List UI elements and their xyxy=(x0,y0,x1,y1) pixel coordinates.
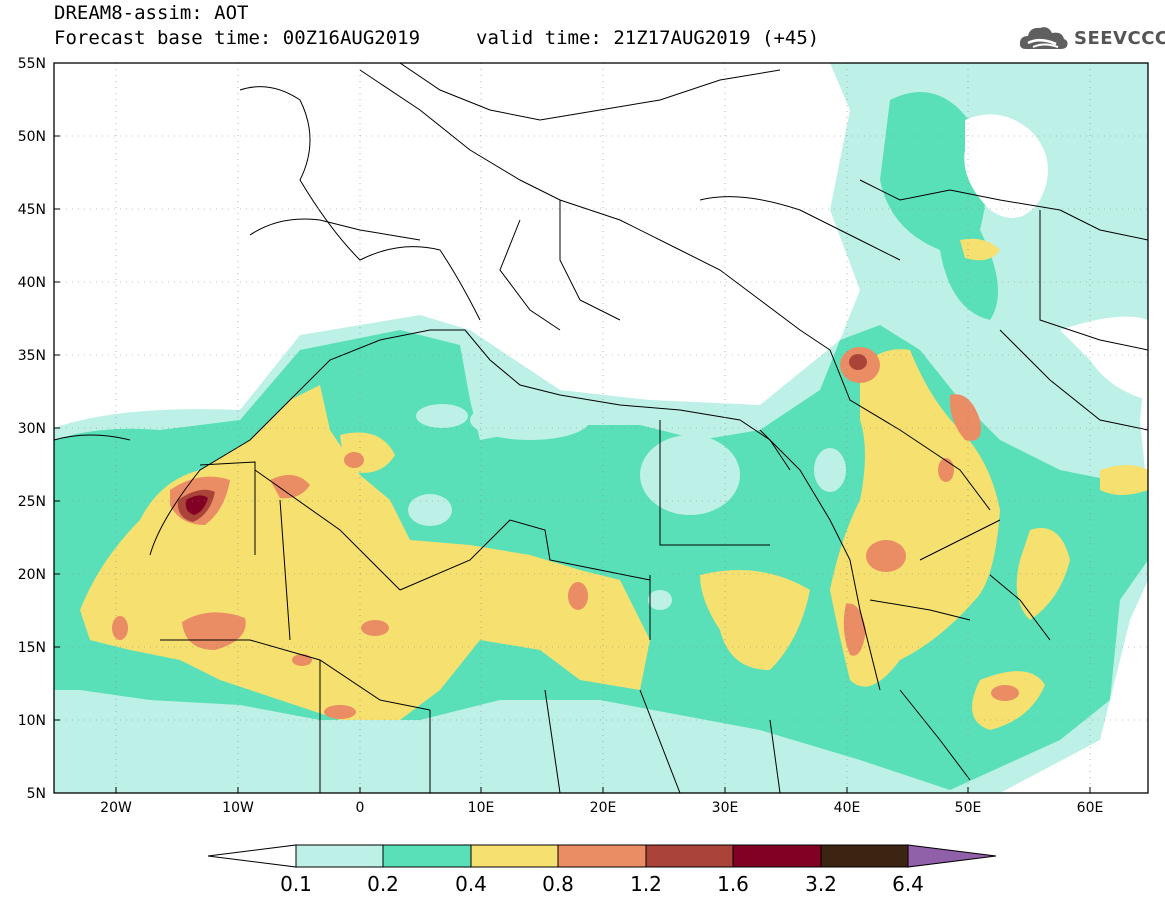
lat-label: 15N xyxy=(18,640,46,656)
colorbar-label: 1.6 xyxy=(717,872,749,896)
axis-ticks xyxy=(54,62,1091,793)
aot-level-0.1-pockets xyxy=(408,400,846,610)
valid-time: valid time: 21Z17AUG2019 (+45) xyxy=(476,27,820,49)
colorbar-label: 0.4 xyxy=(455,872,487,896)
colorbar-label: 6.4 xyxy=(892,872,924,896)
base-time: Forecast base time: 00Z16AUG2019 xyxy=(54,27,421,49)
colorbar-labels: 0.1 0.2 0.4 0.8 1.2 1.6 3.2 6.4 xyxy=(280,872,924,896)
lon-label: 10W xyxy=(222,800,254,816)
colorbar-low-arrow xyxy=(207,844,297,868)
colorbar-label: 3.2 xyxy=(805,872,837,896)
lon-label: 40E xyxy=(834,800,861,816)
lat-label: 45N xyxy=(18,202,46,218)
colorbar xyxy=(207,844,997,868)
seevccc-logo: SEEVCCC xyxy=(1018,22,1165,54)
lon-label: 30E xyxy=(712,800,739,816)
lat-label: 5N xyxy=(27,786,46,802)
lat-label: 20N xyxy=(18,567,46,583)
map-title: DREAM8-assim: AOT xyxy=(54,2,249,24)
lon-label: 20E xyxy=(590,800,617,816)
lat-label: 50N xyxy=(18,129,46,145)
lat-label: 55N xyxy=(18,56,46,72)
colorbar-label: 0.8 xyxy=(542,872,574,896)
colorbar-bin xyxy=(732,844,822,868)
lat-label: 35N xyxy=(18,348,46,364)
colorbar-bin xyxy=(470,844,559,868)
lat-label: 30N xyxy=(18,421,46,437)
lon-label: 10E xyxy=(468,800,495,816)
colorbar-bin xyxy=(557,844,647,868)
lat-label: 10N xyxy=(18,713,46,729)
colorbar-label: 0.1 xyxy=(280,872,312,896)
colorbar-bin xyxy=(820,844,909,868)
lat-label: 25N xyxy=(18,494,46,510)
country-borders xyxy=(54,63,1148,793)
lon-label: 0 xyxy=(356,800,365,816)
latitude-labels: 55N 50N 45N 40N 35N 30N 25N 20N 15N 10N … xyxy=(18,56,46,802)
map-sea-areas xyxy=(964,114,1148,400)
time-info: Forecast base time: 00Z16AUG2019 valid ti… xyxy=(54,28,819,48)
colorbar-bin xyxy=(645,844,734,868)
lat-label: 40N xyxy=(18,275,46,291)
longitude-labels: 20W 10W 0 10E 20E 30E 40E 50E 60E xyxy=(100,800,1103,816)
colorbar-bin xyxy=(295,844,384,868)
colorbar-bin xyxy=(382,844,472,868)
lon-label: 60E xyxy=(1077,800,1104,816)
graticule xyxy=(54,63,1148,793)
colorbar-label: 0.2 xyxy=(367,872,399,896)
colorbar-label: 1.2 xyxy=(630,872,662,896)
logo-text: SEEVCCC xyxy=(1074,27,1165,49)
lon-label: 20W xyxy=(100,800,132,816)
cloud-icon xyxy=(1019,27,1068,49)
lon-label: 50E xyxy=(955,800,982,816)
aot-level-1.6 xyxy=(185,495,208,515)
colorbar-high-arrow xyxy=(907,844,997,868)
